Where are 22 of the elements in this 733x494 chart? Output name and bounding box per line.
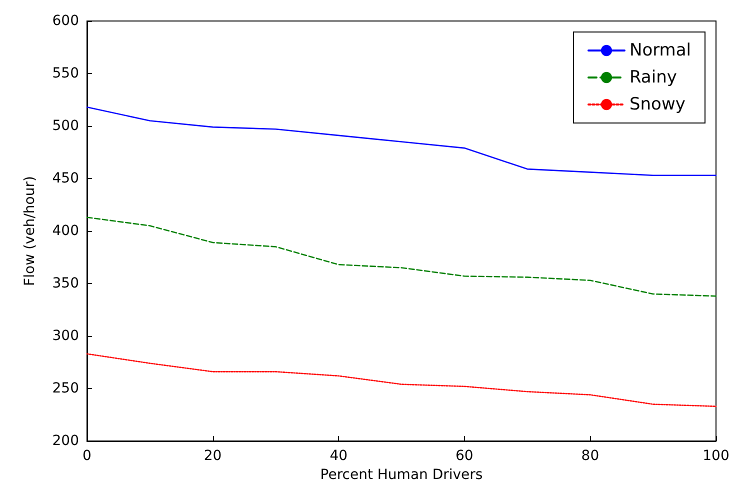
y-tick-label: 550 bbox=[52, 66, 79, 82]
x-tick-label: 60 bbox=[455, 448, 474, 464]
y-tick-label: 350 bbox=[52, 276, 79, 292]
legend-label: Snowy bbox=[629, 94, 686, 114]
legend-label: Normal bbox=[629, 40, 692, 60]
x-tick-label: 80 bbox=[581, 448, 600, 464]
y-tick-label: 200 bbox=[52, 433, 79, 449]
y-tick-label: 300 bbox=[52, 328, 79, 344]
line-series bbox=[86, 353, 717, 407]
x-tick-label: 100 bbox=[702, 448, 730, 464]
legend-label: Rainy bbox=[629, 68, 677, 88]
x-tick-label: 20 bbox=[204, 448, 222, 464]
y-tick-label: 250 bbox=[52, 380, 79, 396]
y-axis-title: Flow (veh/hour) bbox=[22, 176, 38, 286]
y-tick-label: 600 bbox=[52, 13, 79, 29]
y-tick-label: 500 bbox=[52, 118, 79, 134]
line-series bbox=[86, 216, 717, 297]
x-tick-label: 0 bbox=[82, 448, 92, 464]
x-tick-label: 40 bbox=[330, 448, 348, 464]
x-axis-title: Percent Human Drivers bbox=[320, 466, 483, 483]
y-tick-label: 450 bbox=[52, 170, 79, 186]
y-tick-label: 400 bbox=[52, 223, 79, 239]
